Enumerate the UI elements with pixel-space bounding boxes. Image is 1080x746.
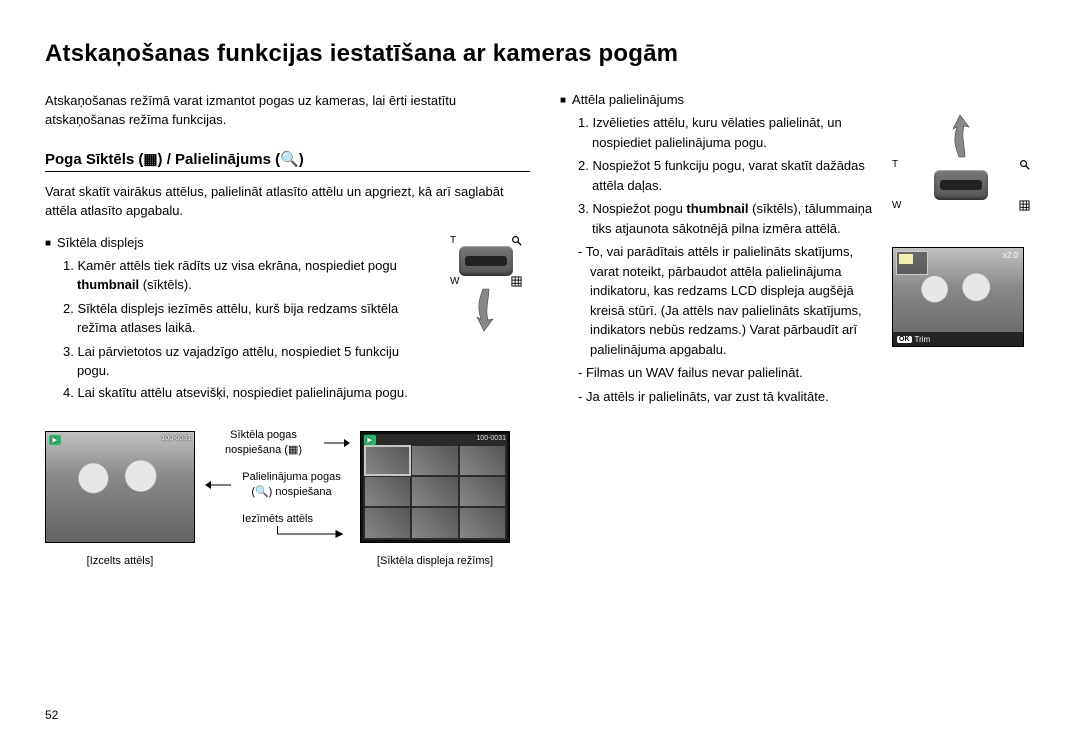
grid-counter: 100-0031 <box>476 435 506 445</box>
magnify-icon <box>511 235 522 246</box>
photo-counter: 100-0031 <box>161 435 191 445</box>
ok-badge: OK <box>897 336 912 343</box>
right-sub-heading: Attēla palielinājums <box>560 92 1030 107</box>
lever-T-label: T <box>892 159 898 170</box>
right-steps-list: 1. Izvēlieties attēlu, kuru vēlaties pal… <box>560 113 874 238</box>
lever-W-label: W <box>892 200 901 211</box>
left-step-2: 2. Sīktēla displejs iezīmēs attēlu, kurš… <box>63 299 424 338</box>
right-step-1: 1. Izvēlieties attēlu, kuru vēlaties pal… <box>578 113 874 152</box>
heading-rule <box>45 171 530 172</box>
lever-T-label: T <box>450 235 456 246</box>
figure-mid-labels: Sīktēla pogas nospiešana (▦) Palielināju… <box>205 428 350 545</box>
play-icon: ▶ <box>364 435 376 445</box>
right-note-3: Ja attēls ir palielināts, var zust tā kv… <box>578 387 874 407</box>
lever-body <box>459 246 513 276</box>
figure-row: ▶ 100-0031 Sīktēla pogas nospiešana (▦) … <box>45 428 530 545</box>
left-step-1: 1. Kamēr attēls tiek rādīts uz visa ekrā… <box>63 256 424 295</box>
mid-label-zoom: Palielinājuma pogas (🔍) nospiešana <box>233 470 350 500</box>
caption-right: [Sīktēla displeja režīms] <box>360 555 510 567</box>
left-sub-heading: Sīktēla displejs <box>45 235 424 250</box>
section-lead: Varat skatīt vairākus attēlus, palielinā… <box>45 182 530 221</box>
zoom-lever-diagram-left: T W <box>442 235 530 333</box>
left-step-4: 4. Lai skatītu attēlu atsevišķi, nospied… <box>63 383 530 403</box>
right-column: Attēla palielinājums 1. Izvēlieties attē… <box>560 92 1030 567</box>
lever-W-label: W <box>450 276 459 287</box>
left-column: Atskaņošanas režīmā varat izmantot pogas… <box>45 92 530 567</box>
intro-paragraph: Atskaņošanas režīmā varat izmantot pogas… <box>45 92 530 130</box>
play-icon: ▶ <box>49 435 61 445</box>
left-steps-list-cont: 4. Lai skatītu attēlu atsevišķi, nospied… <box>45 383 530 403</box>
grid-icon <box>1019 200 1030 211</box>
section-heading: Poga Sīktēls (▦) / Palielinājums (🔍) <box>45 150 530 168</box>
caption-left: [Izcelts attēls] <box>45 555 195 567</box>
mid-label-marked: Iezīmēts attēls <box>242 513 313 525</box>
grid-icon <box>511 276 522 287</box>
mid-label-thumb: Sīktēla pogas nospiešana (▦) <box>205 428 322 458</box>
thumb-grid <box>361 432 509 542</box>
enlarged-preview: x2.0 OK Trim <box>892 247 1024 347</box>
zoom-ratio: x2.0 <box>1003 251 1018 260</box>
magnify-icon <box>1019 159 1030 170</box>
trim-label: Trim <box>915 335 931 344</box>
thumbnail-grid-frame: ▶ 100-0031 <box>360 431 510 543</box>
page-number: 52 <box>45 708 58 722</box>
page-title: Atskaņošanas funkcijas iestatīšana ar ka… <box>45 40 1035 68</box>
right-step-2: 2. Nospiežot 5 funkciju pogu, varat skat… <box>578 156 874 195</box>
left-steps-list: 1. Kamēr attēls tiek rādīts uz visa ekrā… <box>45 256 424 381</box>
zoom-lever-diagram-right: T W <box>892 113 1030 211</box>
arrow-up-icon <box>946 113 976 159</box>
right-note-1: To, vai parādītais attēls ir palielināts… <box>578 242 874 359</box>
arrow-down-icon <box>471 287 501 333</box>
zoom-indicator-icon <box>896 251 928 275</box>
photo-highlighted: ▶ 100-0031 <box>45 431 195 543</box>
right-step-3: 3. Nospiežot pogu thumbnail (sīktēls), t… <box>578 199 874 238</box>
lever-body <box>934 170 988 200</box>
right-notes-list: To, vai parādītais attēls ir palielināts… <box>560 242 874 406</box>
left-step-3: 3. Lai pārvietotos uz vajadzīgo attēlu, … <box>63 342 424 381</box>
right-note-2: Filmas un WAV failus nevar palielināt. <box>578 363 874 383</box>
